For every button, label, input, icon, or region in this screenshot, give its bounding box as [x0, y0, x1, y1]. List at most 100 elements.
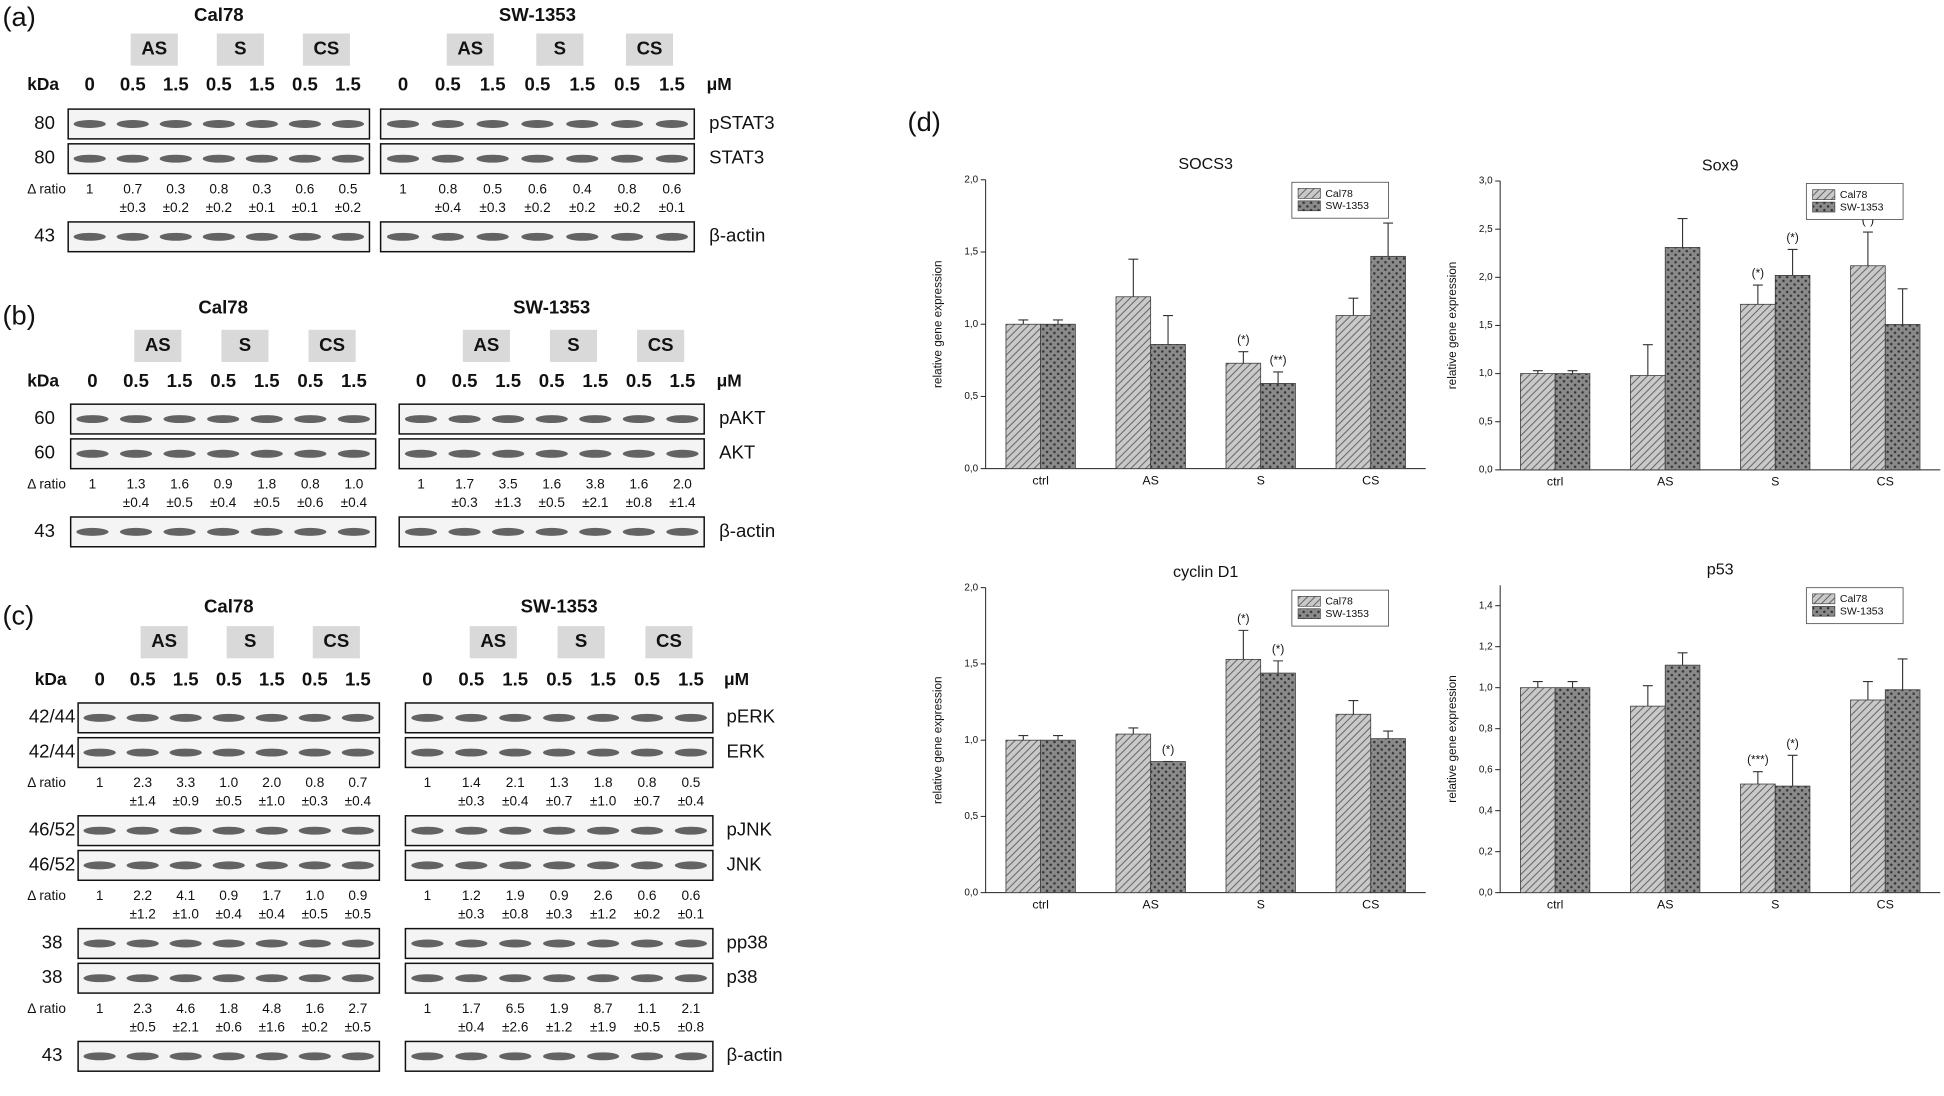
concentration: 0.5 — [435, 73, 461, 94]
chart-title: Sox9 — [1702, 156, 1739, 174]
protein-label: p38 — [727, 966, 758, 987]
band — [126, 748, 159, 757]
band — [666, 449, 699, 458]
chart-title: p53 — [1707, 561, 1734, 579]
band — [337, 415, 370, 424]
ratio-sd: ±0.1 — [249, 200, 275, 215]
ratio-sd: ±0.8 — [502, 907, 528, 922]
chart-title: cyclin D1 — [1173, 563, 1238, 581]
error-bar — [1897, 658, 1908, 690]
band — [566, 154, 599, 163]
ratio-sd: ±0.4 — [123, 495, 150, 510]
band — [386, 232, 420, 241]
ratio-mean: 1.3 — [550, 775, 569, 790]
ratio-mean: 0.3 — [252, 181, 271, 196]
ratio-mean: 1.3 — [127, 476, 146, 491]
bar — [1370, 255, 1406, 470]
ratio-mean: 0.8 — [209, 181, 228, 196]
legend-swatch — [1297, 608, 1321, 619]
ratio-mean: 1 — [86, 181, 94, 196]
legend-label: Cal78 — [1840, 593, 1868, 605]
band — [126, 861, 159, 870]
group-label: AS — [457, 38, 483, 59]
band — [202, 154, 235, 163]
group-box — [625, 33, 674, 66]
band — [666, 527, 699, 536]
protein-label: pERK — [727, 706, 776, 727]
y-tick-label: 0,0 — [1479, 465, 1493, 476]
band — [250, 415, 283, 424]
ratio-mean: 1 — [399, 181, 407, 196]
band — [245, 154, 278, 163]
band — [411, 1052, 444, 1061]
concentration: 0.5 — [302, 669, 328, 690]
band — [212, 826, 245, 835]
ratio-mean: 0.8 — [305, 775, 324, 790]
cell-line: Cal78 — [194, 4, 244, 25]
band — [341, 713, 374, 722]
band — [499, 939, 532, 948]
x-tick-label: ctrl — [1032, 897, 1049, 911]
error-bar — [1383, 222, 1394, 257]
protein-label: AKT — [719, 442, 755, 463]
concentration: 0.5 — [458, 669, 484, 690]
band — [202, 232, 235, 241]
band — [341, 939, 374, 948]
group-box — [302, 33, 350, 66]
ratio-sd: ±0.6 — [297, 495, 323, 510]
band — [169, 861, 202, 870]
band — [169, 826, 202, 835]
band — [255, 748, 288, 757]
ratio-mean: 2.0 — [262, 775, 281, 790]
error-bar — [1383, 730, 1394, 739]
ratio-sd: ±0.1 — [292, 200, 318, 215]
group-label: AS — [480, 630, 506, 651]
band — [499, 713, 532, 722]
ratio-mean: 1.7 — [262, 888, 281, 903]
band — [73, 232, 106, 241]
band — [169, 748, 202, 757]
band — [521, 232, 554, 241]
ratio-sd: ±0.6 — [216, 1019, 242, 1034]
significance: (*) — [1752, 267, 1764, 280]
band — [386, 120, 420, 128]
ratio-sd: ±2.1 — [172, 1019, 198, 1034]
group-label: AS — [145, 334, 171, 355]
band — [331, 154, 365, 163]
concentration: 0 — [416, 370, 426, 391]
ratio-mean: 1 — [96, 775, 104, 790]
band — [535, 449, 568, 458]
band — [455, 748, 488, 757]
bar — [1884, 689, 1921, 894]
band — [521, 120, 554, 128]
error-bar — [1053, 735, 1063, 741]
concentration: 1.5 — [345, 669, 371, 690]
ratio-mean: 3.5 — [499, 476, 518, 491]
band — [655, 120, 688, 128]
bar — [1005, 739, 1042, 894]
ratio-sd: ±0.9 — [172, 794, 198, 809]
band — [610, 120, 644, 128]
band — [298, 713, 331, 722]
concentration: 0.5 — [546, 669, 572, 690]
concentration: 0.5 — [120, 73, 146, 94]
band — [431, 120, 464, 128]
band — [499, 861, 532, 870]
band — [341, 974, 374, 983]
error-bar — [1018, 319, 1029, 325]
error-bar — [1862, 231, 1873, 266]
ratio-mean: 3.8 — [586, 476, 605, 491]
bar — [1774, 785, 1811, 894]
group-label: S — [244, 630, 256, 651]
band — [163, 527, 196, 536]
bar — [1225, 658, 1262, 894]
error-bar — [1677, 218, 1688, 248]
ratio-sd: ±0.2 — [614, 200, 640, 215]
band — [666, 415, 699, 424]
ratio-mean: 0.9 — [214, 476, 233, 491]
band — [76, 527, 109, 536]
ratio-mean: 1.1 — [638, 1001, 657, 1016]
band — [543, 826, 576, 835]
ratio-mean: 1.7 — [462, 1001, 481, 1016]
